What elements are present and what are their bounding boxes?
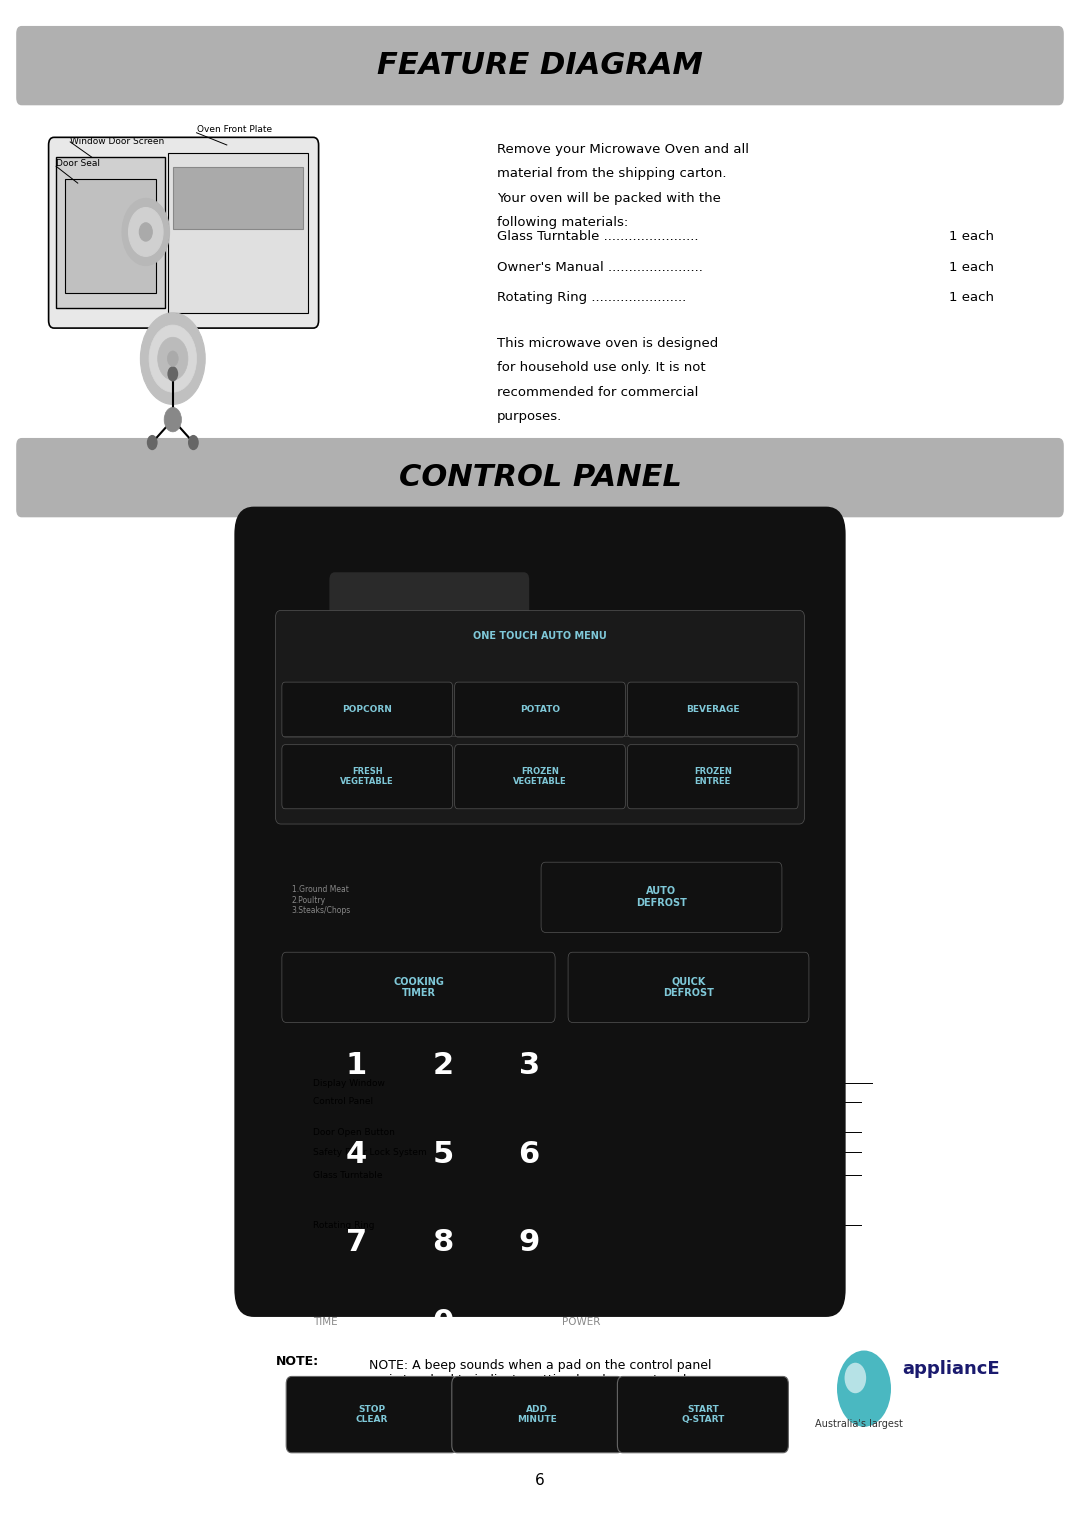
Text: POWER: POWER [562, 1317, 600, 1328]
Text: Door Seal: Door Seal [56, 159, 100, 168]
Text: FRESH
VEGETABLE: FRESH VEGETABLE [340, 768, 394, 786]
Circle shape [188, 435, 199, 450]
Text: 2: 2 [432, 1051, 454, 1080]
FancyBboxPatch shape [451, 1376, 623, 1453]
Text: FROZEN
VEGETABLE: FROZEN VEGETABLE [513, 768, 567, 786]
FancyBboxPatch shape [16, 438, 1064, 517]
Text: 8: 8 [432, 1228, 454, 1257]
Text: Australia's largest: Australia's largest [814, 1419, 903, 1428]
Text: This microwave oven is designed: This microwave oven is designed [497, 337, 718, 349]
Text: ADD
MINUTE: ADD MINUTE [517, 1405, 557, 1424]
Bar [168, 153, 308, 313]
FancyBboxPatch shape [234, 507, 846, 1317]
Circle shape [147, 435, 158, 450]
Circle shape [149, 325, 197, 392]
Circle shape [140, 313, 205, 404]
Text: 4: 4 [346, 1140, 367, 1169]
Text: Owner's Manual .......................: Owner's Manual ....................... [497, 261, 703, 273]
Circle shape [845, 1363, 866, 1393]
Text: appliancE: appliancE [902, 1360, 999, 1378]
Text: Door Open Button: Door Open Button [313, 1128, 395, 1137]
Text: Glass Turntable .......................: Glass Turntable ....................... [497, 230, 699, 243]
Text: 6: 6 [518, 1140, 540, 1169]
Text: 6: 6 [535, 1473, 545, 1488]
FancyBboxPatch shape [286, 1376, 457, 1453]
Text: 1 each: 1 each [948, 291, 994, 304]
Text: COOKING
TIMER: COOKING TIMER [393, 977, 444, 998]
Circle shape [837, 1351, 891, 1427]
Bar [65, 179, 156, 293]
FancyBboxPatch shape [541, 862, 782, 932]
Text: 5: 5 [432, 1140, 454, 1169]
Text: Rotating Ring: Rotating Ring [313, 1221, 375, 1230]
Text: FROZEN
ENTREE: FROZEN ENTREE [693, 768, 732, 786]
FancyBboxPatch shape [627, 745, 798, 809]
Text: 3: 3 [518, 1051, 540, 1080]
Text: ONE TOUCH AUTO MENU: ONE TOUCH AUTO MENU [473, 632, 607, 641]
FancyBboxPatch shape [49, 137, 319, 328]
Text: Your oven will be packed with the: Your oven will be packed with the [497, 192, 720, 204]
Circle shape [164, 407, 181, 432]
Text: BEVERAGE: BEVERAGE [686, 705, 740, 714]
Text: recommended for commercial: recommended for commercial [497, 386, 698, 398]
Text: Control Panel: Control Panel [313, 1097, 374, 1106]
Text: STOP
CLEAR: STOP CLEAR [355, 1405, 388, 1424]
FancyBboxPatch shape [329, 572, 529, 671]
Text: POPCORN: POPCORN [342, 705, 392, 714]
Text: POTATO: POTATO [519, 705, 561, 714]
Text: 7: 7 [346, 1228, 367, 1257]
Text: purposes.: purposes. [497, 410, 562, 423]
Bar [173, 168, 302, 229]
Circle shape [167, 366, 178, 382]
Text: CONTROL PANEL: CONTROL PANEL [399, 462, 681, 493]
Bar [56, 157, 165, 308]
FancyBboxPatch shape [455, 682, 625, 737]
Circle shape [167, 351, 178, 366]
Text: 0: 0 [432, 1308, 454, 1337]
Circle shape [139, 223, 152, 241]
Text: Remove your Microwave Oven and all: Remove your Microwave Oven and all [497, 143, 748, 156]
Text: 1.Ground Meat
2.Poultry
3.Steaks/Chops: 1.Ground Meat 2.Poultry 3.Steaks/Chops [292, 885, 351, 916]
Text: 1 each: 1 each [948, 261, 994, 273]
Circle shape [122, 198, 170, 266]
Text: QUICK
DEFROST: QUICK DEFROST [663, 977, 714, 998]
FancyBboxPatch shape [568, 952, 809, 1022]
Text: for household use only. It is not: for household use only. It is not [497, 362, 705, 374]
Text: Oven Front Plate: Oven Front Plate [197, 125, 272, 134]
Text: Display Window: Display Window [313, 1079, 386, 1088]
Text: TIME: TIME [313, 1317, 338, 1328]
Text: NOTE: A beep sounds when a pad on the control panel
is touched to indicate setti: NOTE: A beep sounds when a pad on the co… [368, 1360, 712, 1387]
FancyBboxPatch shape [627, 682, 798, 737]
FancyBboxPatch shape [16, 26, 1064, 105]
FancyBboxPatch shape [275, 610, 805, 824]
Text: following materials:: following materials: [497, 217, 629, 229]
FancyBboxPatch shape [282, 682, 453, 737]
Circle shape [158, 337, 188, 380]
FancyBboxPatch shape [618, 1376, 788, 1453]
Text: Rotating Ring .......................: Rotating Ring ....................... [497, 291, 686, 304]
Text: Safety Door Lock System: Safety Door Lock System [313, 1148, 427, 1157]
Text: NOTE:: NOTE: [275, 1355, 319, 1367]
Circle shape [129, 208, 163, 256]
Text: AUTO
DEFROST: AUTO DEFROST [636, 887, 687, 908]
Text: 9: 9 [518, 1228, 540, 1257]
Text: Glass Turntable: Glass Turntable [313, 1170, 382, 1180]
FancyBboxPatch shape [455, 745, 625, 809]
FancyBboxPatch shape [282, 952, 555, 1022]
FancyBboxPatch shape [282, 745, 453, 809]
Text: Window Door Screen: Window Door Screen [70, 137, 164, 146]
Text: FEATURE DIAGRAM: FEATURE DIAGRAM [377, 50, 703, 81]
Text: START
Q-START: START Q-START [681, 1405, 725, 1424]
Text: 1 each: 1 each [948, 230, 994, 243]
Text: 1: 1 [346, 1051, 367, 1080]
Text: material from the shipping carton.: material from the shipping carton. [497, 168, 726, 180]
